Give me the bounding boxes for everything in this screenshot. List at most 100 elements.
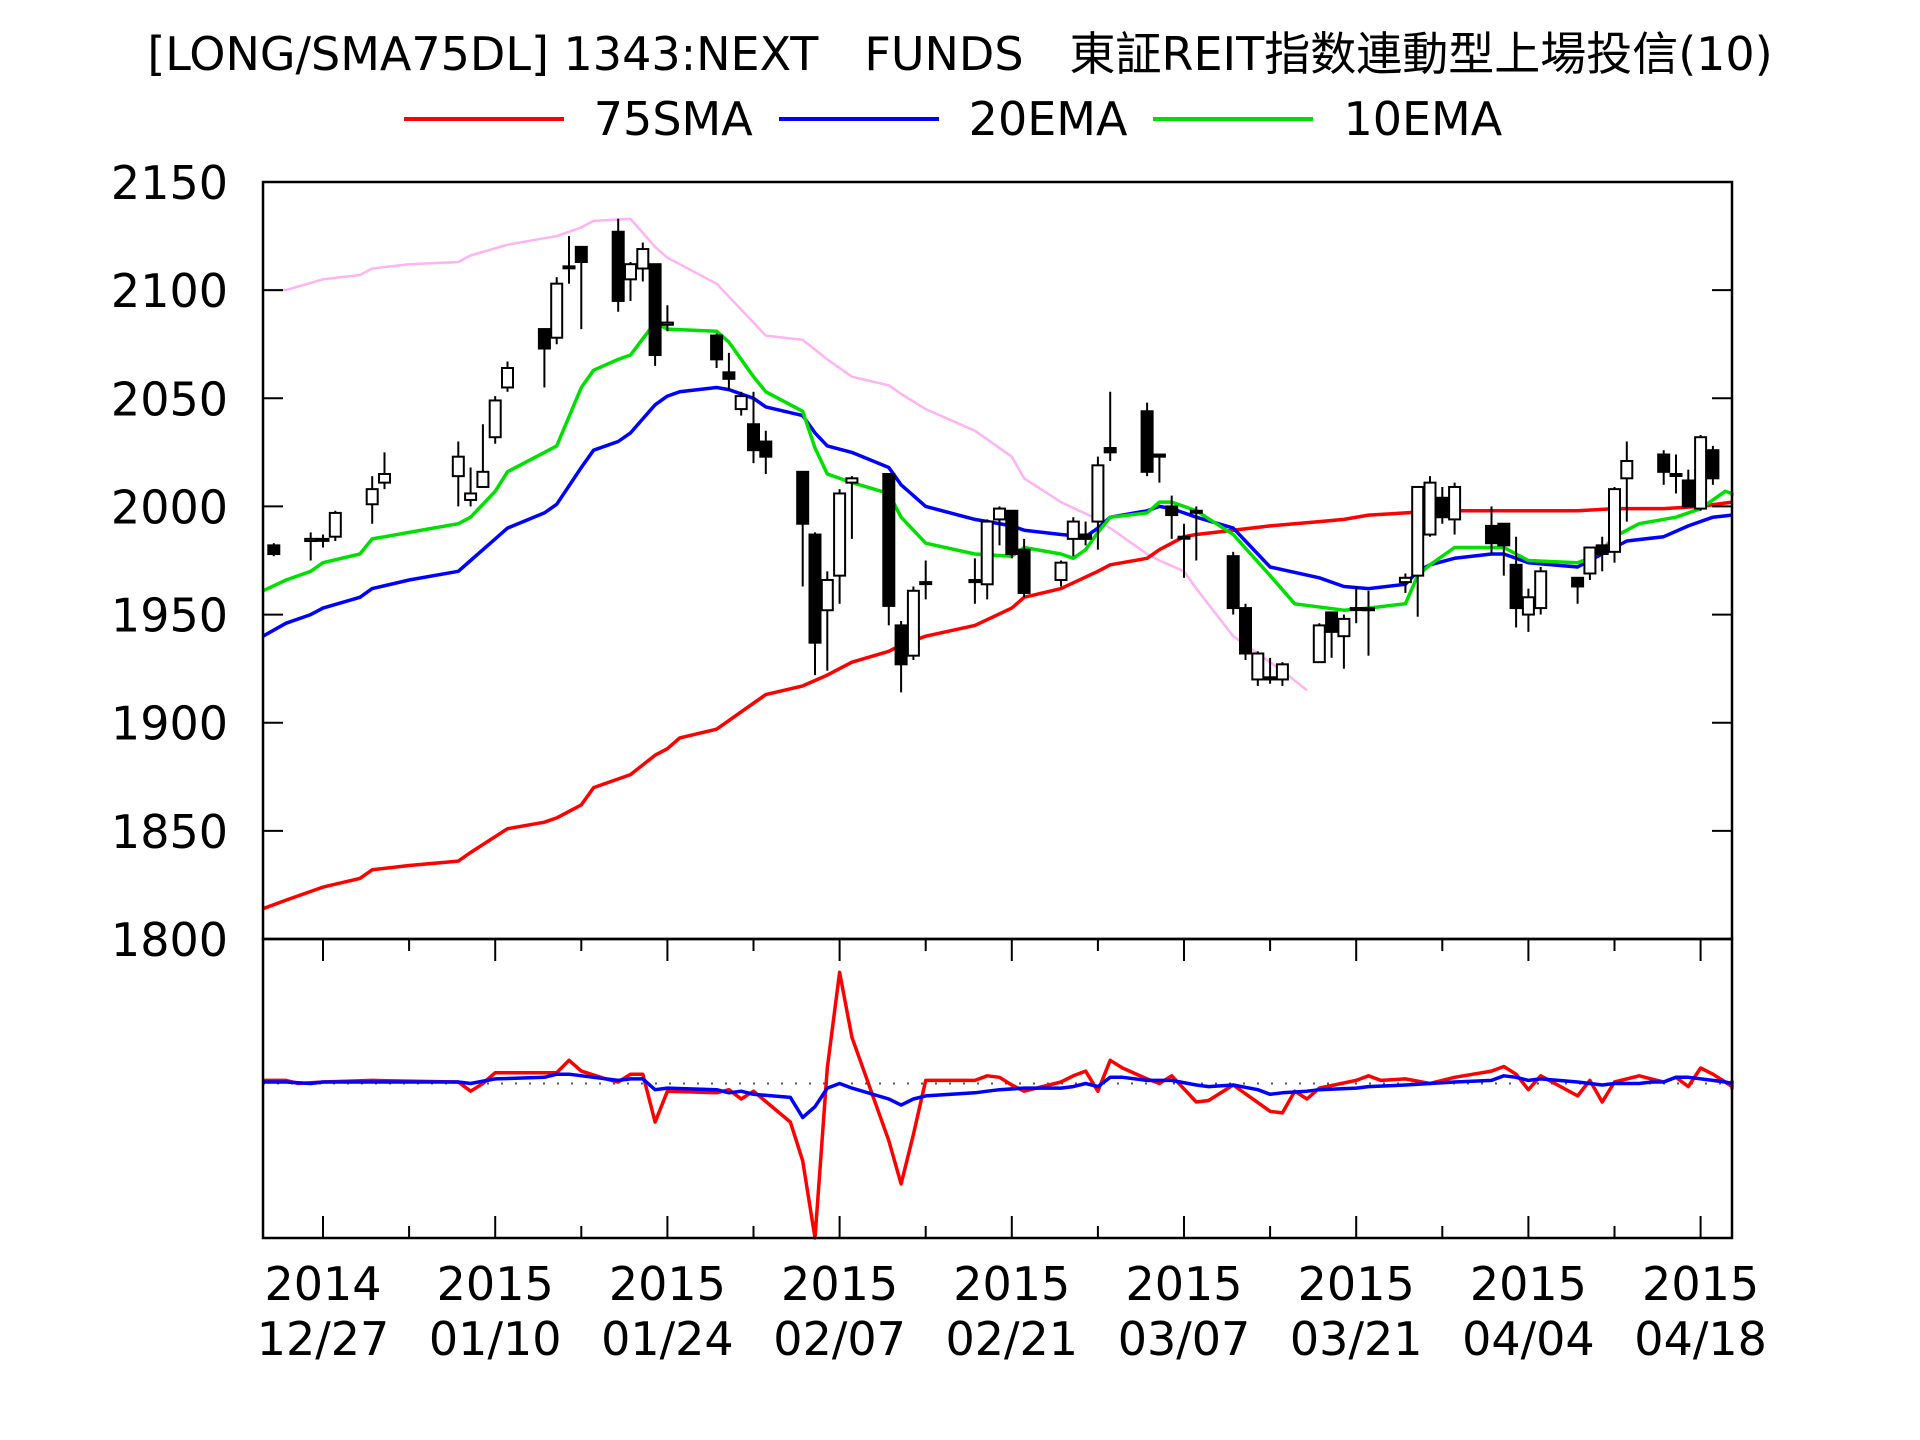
candle-body xyxy=(882,472,896,607)
candle-up xyxy=(476,424,490,488)
candle-down xyxy=(1706,445,1720,485)
candle-down xyxy=(1226,551,1240,615)
candle-body xyxy=(1583,546,1597,575)
candle-up xyxy=(1312,623,1326,664)
plot-frame xyxy=(261,180,1734,1240)
candle-body xyxy=(1140,410,1154,473)
x-tick-date: 04/04 xyxy=(1462,1312,1595,1366)
candle-body xyxy=(1177,535,1191,540)
candle-up xyxy=(451,441,465,507)
candle-down xyxy=(1571,576,1585,604)
candle-body xyxy=(1337,617,1351,638)
candle-up xyxy=(1398,573,1412,593)
sma75-path xyxy=(262,500,1733,911)
candle-down xyxy=(537,328,551,388)
candle-up xyxy=(1189,506,1203,561)
candle-down xyxy=(267,543,281,557)
candle-up xyxy=(845,476,859,539)
x-tick-date: 03/07 xyxy=(1118,1312,1251,1366)
candle-up xyxy=(550,277,564,345)
candle-down xyxy=(1152,453,1166,483)
candle-up xyxy=(378,452,391,490)
candle-up xyxy=(820,571,834,671)
candle-body xyxy=(1669,472,1683,477)
x-tick-year: 2015 xyxy=(437,1257,554,1311)
candle-body xyxy=(1079,533,1093,540)
candle-down xyxy=(1165,495,1179,539)
legend-swatch-75sma xyxy=(403,117,564,121)
candle-body xyxy=(1571,576,1585,588)
candle-body xyxy=(1325,611,1339,633)
candle-down xyxy=(1595,536,1609,572)
candle-down xyxy=(1435,486,1449,524)
candle-body xyxy=(919,581,933,586)
candle-body xyxy=(1312,624,1326,664)
candle-up xyxy=(328,510,342,542)
y-tick-label: 2100 xyxy=(111,264,228,318)
candle-up xyxy=(1694,435,1708,511)
candle-body xyxy=(1017,548,1031,594)
x-tick-year: 2015 xyxy=(609,1257,726,1311)
candle-up xyxy=(1534,566,1548,615)
legend-label-75sma: 75SMA xyxy=(593,92,753,146)
candle-up xyxy=(624,262,637,301)
candle-body xyxy=(1706,449,1720,480)
ema20-line xyxy=(262,385,1733,638)
main-plot-border xyxy=(261,180,1734,941)
candle-down xyxy=(1005,509,1019,559)
candle-body xyxy=(550,282,564,339)
candle-body xyxy=(1435,496,1449,519)
legend-label-10ema: 10EMA xyxy=(1343,92,1503,146)
candle-body xyxy=(1423,481,1437,536)
upper-band-line xyxy=(263,217,1308,692)
candle-body xyxy=(1657,453,1671,473)
candle-body xyxy=(1054,561,1068,581)
ema10-line xyxy=(262,320,1734,612)
candle-up xyxy=(993,506,1006,546)
candle-up xyxy=(501,361,514,392)
y-axis-labels: 1800 1850 1900 1950 2000 2050 2100 2150 xyxy=(111,156,228,967)
candle-up xyxy=(1620,441,1634,522)
y-tick-label: 2000 xyxy=(111,480,228,534)
candle-down xyxy=(1263,657,1277,684)
candlesticks xyxy=(267,218,1720,693)
candle-body xyxy=(1251,652,1265,681)
candle-down xyxy=(1497,522,1511,576)
candle-up xyxy=(1054,560,1068,587)
deviation-line xyxy=(263,970,1734,1240)
x-tick-year: 2015 xyxy=(1642,1257,1759,1311)
candle-down xyxy=(1079,521,1093,546)
candle-body xyxy=(1398,576,1412,584)
y-tick-label: 1900 xyxy=(111,697,228,751)
x-tick-year: 2015 xyxy=(1470,1257,1587,1311)
x-tick-year: 2015 xyxy=(1125,1257,1242,1311)
candle-body xyxy=(734,395,748,411)
y-tick-label: 1850 xyxy=(111,805,228,859)
candle-down xyxy=(648,263,662,366)
candle-body xyxy=(1189,509,1203,514)
candle-up xyxy=(1177,523,1191,578)
candle-up xyxy=(636,242,650,282)
candle-up xyxy=(919,560,933,600)
candle-up xyxy=(1349,586,1363,624)
candle-body xyxy=(636,248,650,270)
x-axis-labels: 201412/27201501/10201501/24201502/072015… xyxy=(257,1257,1767,1366)
candle-down xyxy=(894,621,908,693)
candle-up xyxy=(1608,486,1621,563)
candle-up xyxy=(734,391,748,416)
chart-title: [LONG/SMA75DL] 1343:NEXT FUNDS 東証REIT指数連… xyxy=(147,27,1773,81)
candle-up xyxy=(464,467,478,507)
candle-body xyxy=(759,440,773,458)
candle-up xyxy=(1423,476,1437,537)
candle-up xyxy=(1669,454,1683,494)
candle-up xyxy=(304,532,318,561)
candle-body xyxy=(1534,570,1548,610)
x-tick-date: 01/10 xyxy=(429,1312,562,1366)
candle-body xyxy=(1681,479,1695,508)
x-tick-year: 2014 xyxy=(264,1257,381,1311)
candle-down xyxy=(1362,590,1375,656)
candle-body xyxy=(833,492,847,577)
ema20-path xyxy=(262,385,1733,638)
candle-down xyxy=(710,333,724,369)
candle-down xyxy=(808,532,822,676)
